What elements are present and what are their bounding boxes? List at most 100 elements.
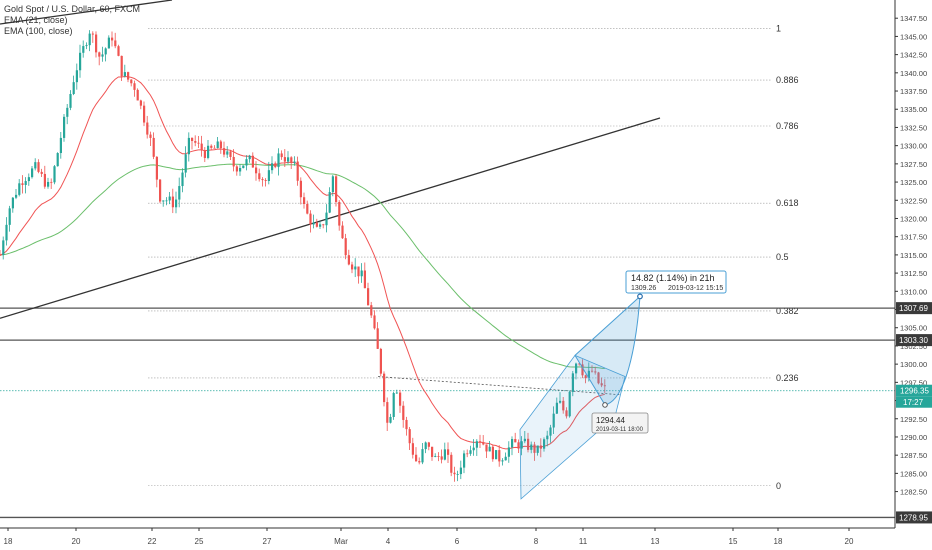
candle-body	[296, 161, 299, 181]
candle-body	[8, 208, 11, 225]
candle-body	[139, 100, 142, 106]
candle-body	[95, 34, 98, 53]
candle-body	[437, 456, 440, 457]
candle-body	[101, 54, 104, 57]
candle-body	[5, 224, 8, 241]
candle-body	[69, 94, 72, 108]
trend-line-upper	[0, 0, 173, 25]
candle-body	[21, 183, 24, 185]
candle-body	[162, 200, 165, 202]
candle-body	[72, 82, 75, 95]
candle-body	[66, 107, 69, 117]
candle-body	[539, 445, 542, 449]
candle-body	[232, 156, 235, 167]
candle-body	[581, 364, 584, 376]
candle-body	[130, 79, 133, 84]
candle-body	[229, 151, 232, 157]
candle-body	[11, 197, 14, 209]
candle-body	[117, 46, 120, 56]
candle-body	[171, 196, 174, 208]
candle-body	[251, 155, 254, 168]
candle-body	[418, 461, 421, 463]
candle-body	[488, 446, 491, 452]
candle-body	[383, 373, 386, 403]
candle-body	[299, 180, 302, 198]
candle-body	[120, 55, 123, 77]
candle-body	[591, 370, 594, 372]
candle-body	[53, 166, 56, 183]
candle-body	[475, 441, 478, 448]
candle-body	[443, 449, 446, 460]
point-tooltip	[591, 412, 649, 434]
candle-body	[463, 453, 466, 468]
ema-21-line	[0, 75, 605, 450]
candle-body	[459, 467, 462, 475]
candle-body	[159, 179, 162, 202]
candle-body	[587, 370, 590, 378]
x-tick-label: 15	[729, 537, 738, 546]
candle-body	[552, 413, 555, 428]
candle-body	[562, 400, 565, 411]
candle-body	[456, 474, 459, 475]
ema-100-line	[0, 163, 605, 369]
candle-body	[578, 363, 581, 365]
candle-body	[491, 446, 494, 460]
candle-body	[603, 385, 606, 387]
fib-label: 0.236	[776, 373, 799, 383]
x-tick-label: 18	[4, 537, 13, 546]
candle-body	[517, 442, 520, 449]
candle-body	[533, 444, 536, 453]
measure-tooltip-price: 1309.26	[631, 285, 656, 292]
candle-body	[91, 33, 94, 35]
candle-body	[127, 72, 130, 80]
projection-end-point	[637, 293, 643, 300]
candle-body	[27, 177, 30, 182]
candle-body	[290, 157, 293, 163]
candle-body	[415, 454, 418, 462]
y-tick-label: 1305.00	[900, 324, 927, 333]
candle-body	[306, 203, 309, 214]
candle-body	[360, 270, 363, 277]
ema100-legend: EMA (100, close)	[4, 26, 73, 36]
candle-body	[226, 151, 229, 155]
candle-body	[565, 410, 568, 417]
candle-body	[472, 447, 475, 451]
candle-body	[239, 167, 242, 172]
ema21-legend: EMA (21, close)	[4, 15, 68, 25]
y-tick-label: 1325.00	[900, 178, 927, 187]
candle-body	[133, 83, 136, 90]
symbol-title: Gold Spot / U.S. Dollar, 60, FXCM	[4, 4, 141, 14]
measure-tooltip	[625, 270, 727, 294]
candle-body	[197, 142, 200, 144]
candle-body	[0, 254, 2, 256]
candle-body	[530, 444, 533, 450]
candle-body	[466, 453, 469, 455]
horizontal-lines: 1307.69 1303.30 1278.95	[0, 302, 932, 524]
candle-body	[24, 181, 27, 185]
candle-body	[402, 405, 405, 420]
y-tick-label: 1322.50	[900, 196, 927, 205]
candle-body	[421, 449, 424, 463]
hline-axis-box	[896, 334, 932, 347]
point-tooltip-price: 1294.44	[596, 416, 625, 425]
y-tick-label: 1300.00	[900, 360, 927, 369]
countdown-box	[896, 396, 932, 408]
candle-body	[264, 180, 267, 181]
hline-axis-label: 1278.95	[899, 513, 928, 522]
fib-label: 1	[776, 23, 781, 33]
candle-body	[63, 116, 66, 138]
candle-body	[335, 176, 338, 202]
candle-body	[31, 168, 34, 178]
x-tick-label: 25	[195, 537, 204, 546]
candle-body	[405, 419, 408, 430]
candle-body	[143, 105, 146, 123]
candle-body	[495, 450, 498, 460]
candle-body	[280, 153, 283, 158]
candle-body	[47, 181, 50, 187]
candle-body	[207, 145, 210, 158]
y-tick-label: 1292.50	[900, 415, 927, 424]
point-tooltip-datetime: 2019-03-11 18:00	[596, 427, 644, 433]
y-tick-label: 1347.50	[900, 14, 927, 23]
